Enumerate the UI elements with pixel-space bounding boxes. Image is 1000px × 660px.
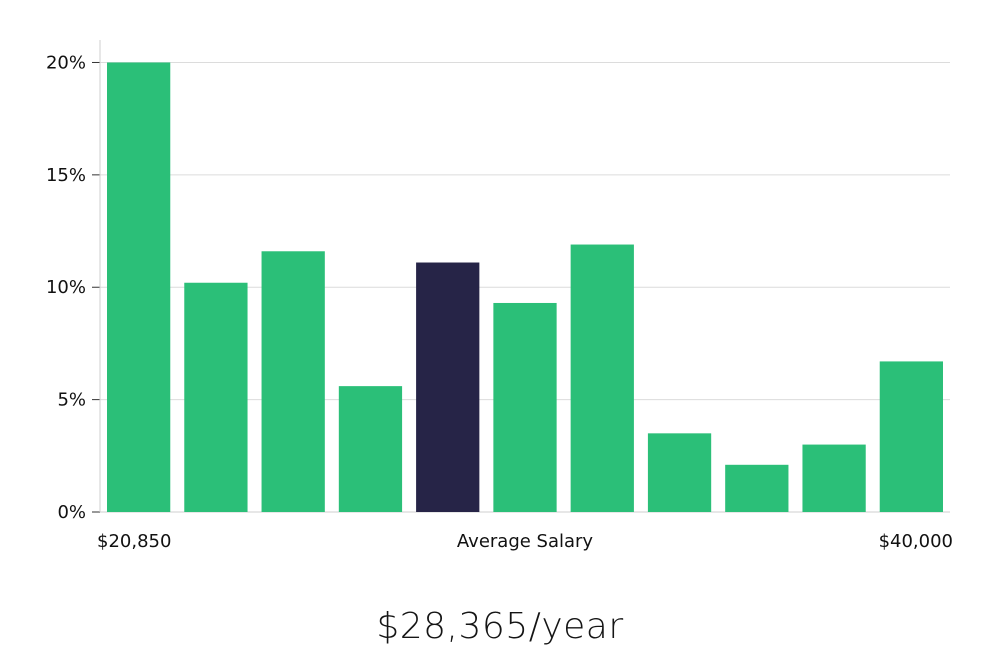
x-tick-label-max: $40,000 (879, 531, 953, 552)
bar (647, 433, 712, 512)
x-tick-label-min: $20,850 (97, 531, 171, 552)
x-axis-title: Average Salary (457, 531, 594, 552)
bar (879, 361, 943, 512)
bar (802, 444, 866, 512)
average-salary-headline: $28,365/year (376, 606, 624, 647)
y-tick-label: 15% (46, 165, 86, 186)
y-axis-tick-labels: 0% 5% 10% 15% 20% (46, 52, 100, 523)
bar (570, 244, 634, 513)
y-tick-label: 0% (57, 502, 86, 523)
salary-distribution-chart: 0% 5% 10% 15% 20% $20,850 Average Salary $40… (46, 40, 953, 552)
bar (493, 302, 557, 512)
bars (107, 62, 943, 513)
y-tick-label: 5% (57, 390, 86, 411)
bar (338, 386, 403, 512)
bar (184, 282, 248, 512)
bar-average-highlight (416, 262, 480, 512)
y-tick-label: 20% (46, 52, 86, 73)
bar (107, 62, 171, 512)
bar (261, 251, 325, 512)
y-tick-label: 10% (46, 277, 86, 298)
bar (725, 464, 789, 512)
